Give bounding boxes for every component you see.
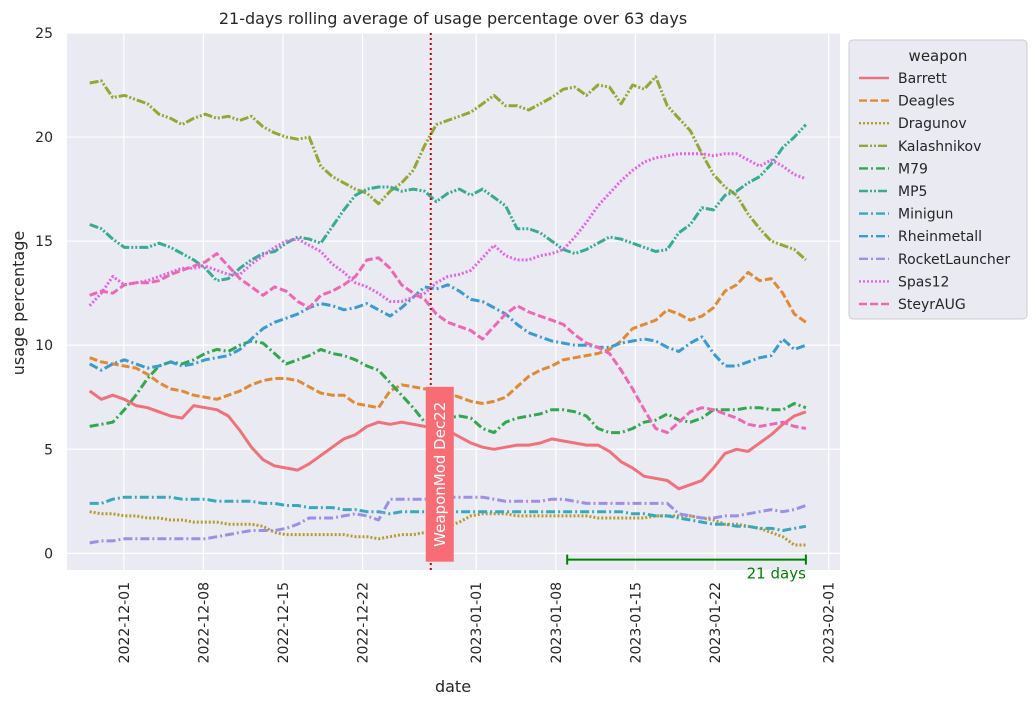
y-tick-label: 0 xyxy=(44,546,53,562)
legend-item: MP5 xyxy=(898,184,927,200)
legend-item: SteyrAUG xyxy=(898,297,966,313)
legend-item: RocketLauncher xyxy=(898,252,1010,268)
x-tick-label: 2022-12-01 xyxy=(117,582,133,663)
y-axis-label: usage percentage xyxy=(9,231,28,375)
series-line-rheinmetall xyxy=(88,283,807,372)
legend-item: Minigun xyxy=(898,207,953,223)
y-tick-label: 5 xyxy=(44,442,53,458)
x-tick-label: 2023-01-08 xyxy=(549,582,565,663)
annotations: WeaponMod Dec22 21 days xyxy=(425,33,807,583)
legend-item: Deagles xyxy=(898,94,955,110)
x-axis-label: date xyxy=(435,677,471,696)
event-label: WeaponMod Dec22 xyxy=(431,402,449,547)
chart-title: 21-days rolling average of usage percent… xyxy=(219,9,687,28)
legend: weapon Barrett Deagles Dragunov Kalashnikov M… xyxy=(848,39,1028,320)
legend-title: weapon xyxy=(909,47,968,65)
series-line-steyraug xyxy=(89,252,807,435)
x-tick-label: 2023-01-01 xyxy=(469,582,485,663)
legend-item: Rheinmetall xyxy=(898,229,982,245)
y-tick-label: 25 xyxy=(35,26,53,42)
series-line-mp5 xyxy=(89,123,807,283)
x-tick-label: 2023-01-15 xyxy=(628,582,644,663)
y-tick-label: 20 xyxy=(35,130,53,146)
y-tick-label: 15 xyxy=(35,234,53,250)
x-tick-label: 2022-12-15 xyxy=(276,582,292,663)
legend-item: Dragunov xyxy=(898,116,967,132)
x-tick-label: 2022-12-08 xyxy=(196,582,212,663)
y-tick-label: 10 xyxy=(35,338,53,354)
span-label: 21 days xyxy=(747,565,806,583)
legend-item: Spas12 xyxy=(898,274,949,290)
legend-item: Barrett xyxy=(898,71,947,87)
x-tick-label: 2022-12-22 xyxy=(356,582,372,663)
event-label-box xyxy=(425,386,454,562)
legend-item: Kalashnikov xyxy=(898,139,981,155)
series-line-kalashnikov xyxy=(89,75,807,262)
series-line-spas12 xyxy=(88,152,807,307)
legend-box xyxy=(848,39,1028,320)
axes: 0 5 10 15 20 25 2022-12-01 2022-12-08 2022-12-15… xyxy=(35,26,837,663)
x-tick-label: 2023-02-01 xyxy=(822,582,838,663)
x-tick-label: 2023-01-22 xyxy=(708,582,724,663)
legend-item: M79 xyxy=(898,161,928,177)
